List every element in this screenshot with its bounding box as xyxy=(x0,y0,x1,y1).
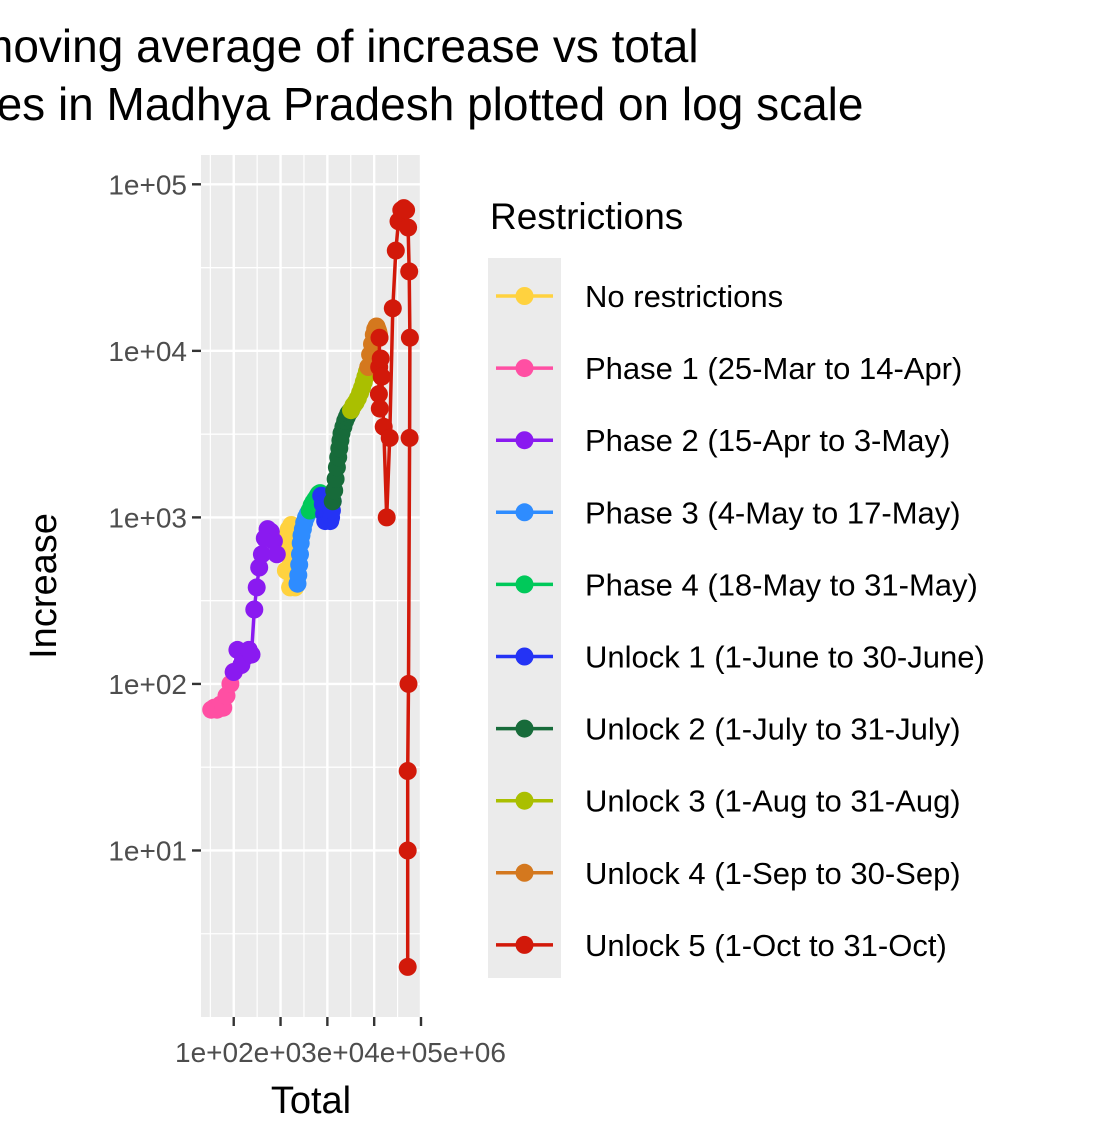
data-point xyxy=(370,399,389,418)
legend-item: Phase 1 (25-Mar to 14-Apr) xyxy=(496,351,962,386)
legend-title: Restrictions xyxy=(490,196,683,237)
legend-item: Unlock 4 (1-Sep to 30-Sep) xyxy=(496,856,961,891)
axes: 1e+01 1e+02 1e+03 1e+04 1e+05 xyxy=(108,169,423,1026)
legend-item: Phase 3 (4-May to 17-May) xyxy=(496,495,961,530)
data-point xyxy=(252,545,271,564)
y-tick-label: 1e+03 xyxy=(108,502,187,533)
legend-item: No restrictions xyxy=(496,279,783,314)
y-tick-label: 1e+04 xyxy=(108,336,187,367)
y-tick-label: 1e+01 xyxy=(108,835,187,866)
data-point xyxy=(247,578,266,597)
legend-label: No restrictions xyxy=(585,279,783,314)
data-point xyxy=(400,262,419,281)
legend-key-point xyxy=(515,575,534,594)
plot-panel xyxy=(201,155,421,1017)
data-point xyxy=(370,328,389,347)
legend-label: Phase 3 (4-May to 17-May) xyxy=(585,495,961,530)
data-point xyxy=(398,957,417,976)
legend-key-point xyxy=(515,431,534,450)
data-point xyxy=(267,545,286,564)
data-series xyxy=(202,199,419,976)
legend-label: Unlock 4 (1-Sep to 30-Sep) xyxy=(585,856,961,891)
data-point xyxy=(386,241,405,260)
data-point xyxy=(377,508,396,527)
y-axis-title: Increase xyxy=(23,513,65,659)
legend-key-point xyxy=(515,935,534,954)
data-point xyxy=(245,600,264,619)
data-point xyxy=(372,367,391,386)
legend-key-point xyxy=(515,791,534,810)
data-point xyxy=(371,349,390,368)
legend-label: Phase 4 (18-May to 31-May) xyxy=(585,567,978,602)
y-tick-label: 1e+02 xyxy=(108,669,187,700)
legend-item: Unlock 3 (1-Aug to 31-Aug) xyxy=(496,784,961,819)
data-point xyxy=(383,299,402,318)
data-point xyxy=(398,762,417,780)
legend-item: Unlock 5 (1-Oct to 31-Oct) xyxy=(496,928,947,963)
data-point xyxy=(242,645,261,664)
legend-item: Phase 2 (15-Apr to 3-May) xyxy=(496,423,950,458)
legend-label: Phase 2 (15-Apr to 3-May) xyxy=(585,423,950,458)
x-tick-labels: 1e+02e+03e+04e+05e+06 xyxy=(175,1037,506,1068)
legend: No restrictions Phase 1 (25-Mar to 14-Apr… xyxy=(496,279,985,963)
chart-title-line-1: moving average of increase vs total xyxy=(0,20,699,72)
series-2 xyxy=(224,520,286,681)
series-9 xyxy=(369,199,419,976)
legend-key-point xyxy=(515,503,534,522)
legend-label: Unlock 2 (1-July to 31-July) xyxy=(585,712,961,747)
chart-title-line-2: cases in Madhya Pradesh plotted on log s… xyxy=(0,78,863,130)
legend-item: Unlock 2 (1-July to 31-July) xyxy=(496,712,961,747)
legend-key-background xyxy=(488,258,561,978)
data-point xyxy=(380,428,399,447)
legend-label: Phase 1 (25-Mar to 14-Apr) xyxy=(585,351,962,386)
data-point xyxy=(399,218,418,237)
legend-label: Unlock 5 (1-Oct to 31-Oct) xyxy=(585,928,947,963)
legend-label: Unlock 3 (1-Aug to 31-Aug) xyxy=(585,784,961,819)
legend-key-point xyxy=(515,287,534,305)
data-point xyxy=(399,674,418,693)
data-point xyxy=(397,201,416,220)
legend-item: Unlock 1 (1-June to 30-June) xyxy=(496,640,985,675)
legend-item: Phase 4 (18-May to 31-May) xyxy=(496,567,978,602)
legend-key-point xyxy=(515,863,534,882)
legend-key-point xyxy=(515,359,534,378)
data-point xyxy=(400,428,419,447)
y-tick-label: 1e+05 xyxy=(108,169,187,200)
data-point xyxy=(400,328,419,347)
data-point xyxy=(369,385,388,404)
legend-label: Unlock 1 (1-June to 30-June) xyxy=(585,640,985,675)
legend-key-point xyxy=(515,647,534,666)
x-axis-title: Total xyxy=(271,1080,351,1122)
legend-key-point xyxy=(515,719,534,738)
data-point xyxy=(398,841,417,860)
